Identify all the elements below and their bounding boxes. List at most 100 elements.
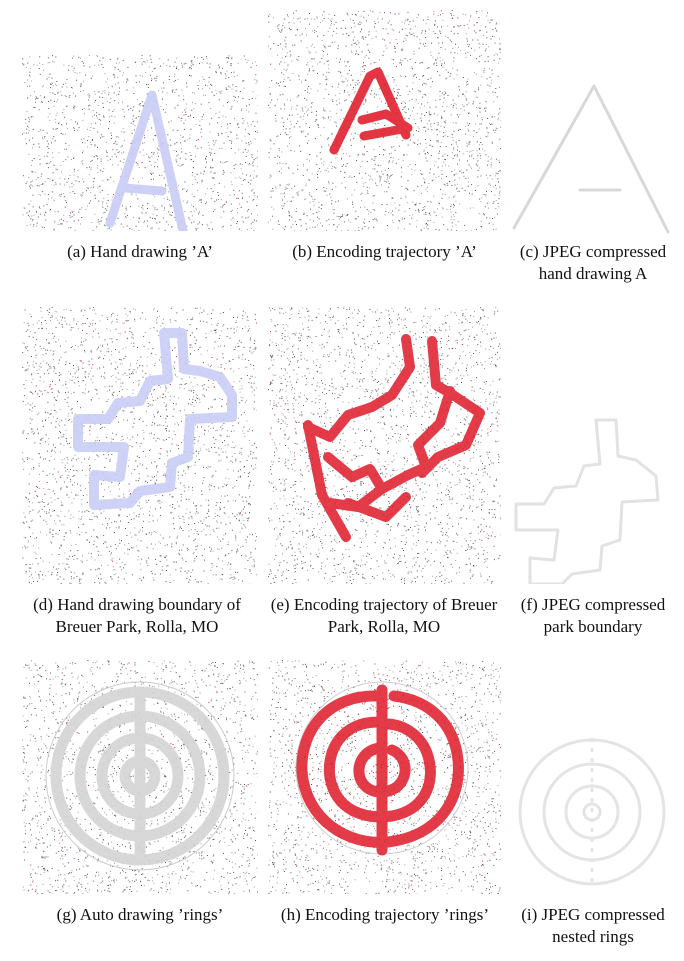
noise-dot <box>30 184 32 186</box>
noise-dot <box>241 358 243 360</box>
noise-dot <box>409 214 411 216</box>
noise-dot <box>375 30 377 32</box>
noise-dot <box>282 193 284 195</box>
noise-dot <box>216 520 218 522</box>
noise-dot <box>245 156 247 157</box>
noise-dot <box>336 100 338 102</box>
noise-dot <box>200 201 202 203</box>
noise-dot <box>289 120 291 122</box>
noise-dot <box>450 104 452 105</box>
noise-dot <box>135 81 137 83</box>
noise-dot <box>169 384 171 385</box>
noise-dot <box>475 228 477 230</box>
noise-dot <box>246 316 248 318</box>
noise-dot <box>191 332 193 334</box>
noise-dot <box>56 311 58 313</box>
noise-dot <box>308 139 310 141</box>
noise-dot <box>88 108 90 110</box>
noise-dot <box>412 134 414 136</box>
noise-dot <box>195 508 197 510</box>
noise-dot <box>104 386 106 388</box>
noise-dot <box>429 114 431 116</box>
noise-dot <box>248 164 250 166</box>
noise-dot <box>69 530 71 532</box>
noise-dot <box>430 77 432 79</box>
noise-dot <box>140 540 142 542</box>
noise-dot <box>162 439 164 441</box>
noise-dot <box>401 217 403 219</box>
noise-dot <box>176 68 177 70</box>
noise-dot <box>132 217 134 219</box>
noise-dot <box>251 97 253 99</box>
noise-dot <box>241 192 243 194</box>
noise-dot <box>466 145 468 147</box>
noise-dot <box>197 139 199 141</box>
noise-dot <box>493 101 495 103</box>
noise-dot <box>46 162 48 164</box>
noise-dot <box>330 20 332 22</box>
noise-dot <box>126 81 128 83</box>
noise-dot <box>425 223 427 225</box>
noise-dot <box>48 460 50 462</box>
noise-dot <box>124 372 126 374</box>
noise-dot <box>41 322 42 324</box>
noise-dot <box>399 74 401 76</box>
noise-dot <box>89 519 91 520</box>
noise-dot <box>312 65 314 67</box>
noise-dot <box>214 209 216 211</box>
noise-dot <box>32 532 34 534</box>
noise-dot <box>92 364 94 366</box>
noise-dot <box>320 208 322 209</box>
noise-dot <box>299 17 301 19</box>
noise-dot <box>149 374 151 376</box>
noise-dot <box>62 562 64 564</box>
noise-dot <box>43 205 45 207</box>
noise-dot <box>252 161 254 163</box>
noise-dot <box>300 131 302 133</box>
noise-dot <box>284 108 285 110</box>
noise-dot <box>124 331 126 333</box>
noise-dot <box>28 526 30 528</box>
noise-dot <box>29 492 31 494</box>
noise-dot <box>272 228 274 230</box>
noise-dot <box>190 75 192 77</box>
noise-dot <box>154 77 156 79</box>
noise-dot <box>52 85 54 87</box>
noise-dot <box>209 484 211 486</box>
noise-dot <box>234 96 236 98</box>
noise-dot <box>330 116 332 118</box>
noise-dot <box>116 136 118 138</box>
noise-dot <box>144 481 146 483</box>
noise-dot <box>294 150 295 152</box>
noise-dot <box>73 55 75 57</box>
noise-dot <box>351 176 353 178</box>
noise-dot <box>118 102 119 104</box>
noise-dot <box>178 116 180 118</box>
noise-dot <box>61 223 63 225</box>
noise-dot <box>338 200 339 202</box>
noise-dot <box>298 79 300 80</box>
noise-dot <box>343 117 345 119</box>
noise-dot <box>277 28 279 30</box>
noise-dot <box>138 81 140 83</box>
noise-dot <box>107 205 109 207</box>
noise-dot <box>152 205 154 207</box>
noise-dot <box>218 182 220 184</box>
noise-dot <box>242 118 244 119</box>
noise-dot <box>368 213 370 215</box>
noise-dot <box>140 569 142 571</box>
noise-dot <box>221 206 223 208</box>
noise-dot <box>150 172 152 174</box>
noise-dot <box>313 58 315 60</box>
noise-dot <box>175 487 177 489</box>
noise-dot <box>53 370 55 372</box>
noise-dot <box>283 39 285 41</box>
noise-dot <box>39 62 41 64</box>
noise-dot <box>68 69 69 71</box>
noise-dot <box>283 69 285 71</box>
noise-dot <box>113 181 115 183</box>
noise-dot <box>353 22 355 24</box>
noise-dot <box>295 221 296 222</box>
noise-dot <box>246 319 248 321</box>
noise-dot <box>238 519 240 521</box>
